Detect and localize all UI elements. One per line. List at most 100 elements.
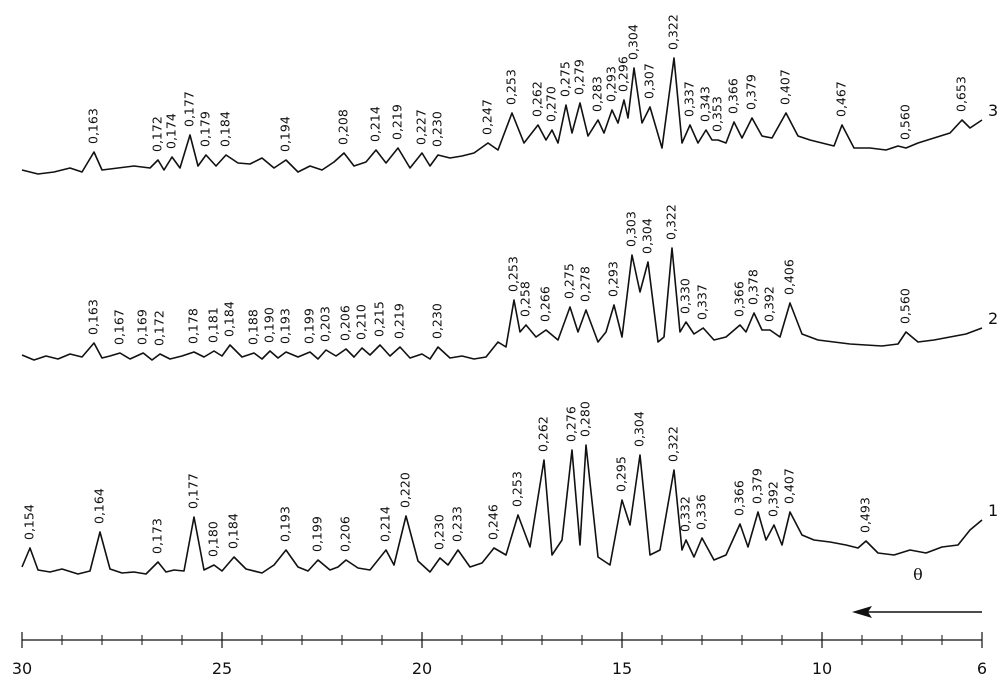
peak-label: 0,253 (506, 256, 521, 292)
peak-label: 0,193 (278, 506, 293, 542)
peak-label: 0,337 (682, 81, 697, 117)
peak-label: 0,177 (186, 473, 201, 509)
peak-label: 0,407 (778, 69, 793, 105)
peak-label: 0,194 (278, 116, 293, 152)
peak-label: 0,167 (112, 309, 127, 345)
arrow-head (852, 606, 872, 618)
peak-label: 0,278 (578, 266, 593, 302)
peak-label: 0,163 (86, 299, 101, 335)
peak-label: 0,296 (616, 56, 631, 92)
trace (21, 247, 983, 361)
peak-label: 0,276 (564, 406, 579, 442)
peak-label: 0,163 (86, 108, 101, 144)
peak-label: 0,337 (695, 284, 710, 320)
peak-label: 0,392 (766, 481, 781, 517)
peak-label: 0,330 (678, 278, 693, 314)
peak-label: 0,180 (206, 521, 221, 557)
peak-label: 0,266 (538, 286, 553, 322)
peak-label: 0,493 (858, 497, 873, 533)
x-tick-label: 25 (212, 659, 232, 678)
peak-label: 0,169 (135, 309, 150, 345)
peak-label: 0,407 (782, 468, 797, 504)
peak-label: 0,206 (338, 305, 353, 341)
peak-label: 0,230 (430, 111, 445, 147)
peak-label: 0,379 (750, 468, 765, 504)
peak-label: 0,258 (518, 281, 533, 317)
peak-label: 0,188 (246, 309, 261, 345)
peak-label: 0,233 (450, 506, 465, 542)
peak-label: 0,304 (640, 218, 655, 254)
peak-label: 0,203 (318, 306, 333, 342)
peak-label: 0,293 (604, 66, 619, 102)
peak-label: 0,322 (666, 426, 681, 462)
series-label: 1 (988, 501, 998, 520)
peak-label: 0,199 (302, 308, 317, 344)
x-tick-label: 20 (412, 659, 432, 678)
peak-label: 0,184 (222, 301, 237, 337)
peak-label: 0,307 (642, 63, 657, 99)
peak-label: 0,336 (694, 494, 709, 530)
peak-label: 0,210 (354, 304, 369, 340)
peak-label: 0,653 (954, 76, 969, 112)
peak-label: 0,392 (762, 286, 777, 322)
peak-label: 0,253 (504, 69, 519, 105)
peak-label: 0,214 (378, 506, 393, 542)
x-tick-label: 10 (812, 659, 832, 678)
series-label: 3 (988, 101, 998, 120)
peak-label: 0,560 (898, 288, 913, 324)
peak-label: 0,184 (226, 513, 241, 549)
peak-label: 0,275 (558, 61, 573, 97)
peak-label: 0,279 (572, 59, 587, 95)
peak-label: 0,467 (834, 81, 849, 117)
peak-label: 0,220 (398, 472, 413, 508)
peak-label: 0,208 (336, 109, 351, 145)
peak-label: 0,199 (310, 516, 325, 552)
peak-label: 0,178 (186, 308, 201, 344)
peak-label: 0,177 (182, 91, 197, 127)
series-label: 2 (988, 309, 998, 328)
peak-label: 0,190 (262, 307, 277, 343)
x-tick-label: 15 (612, 659, 632, 678)
peak-label: 0,303 (624, 211, 639, 247)
peak-label: 0,378 (746, 269, 761, 305)
trace (21, 57, 983, 175)
peak-label: 0,230 (430, 303, 445, 339)
peak-label: 0,293 (606, 261, 621, 297)
peak-label: 0,193 (278, 308, 293, 344)
peak-label: 0,164 (92, 488, 107, 524)
peak-label: 0,184 (218, 111, 233, 147)
peak-label: 0,304 (626, 24, 641, 60)
peak-label: 0,366 (726, 78, 741, 114)
peak-label: 0,206 (338, 516, 353, 552)
peak-label: 0,262 (530, 81, 545, 117)
peak-label: 0,246 (486, 504, 501, 540)
peak-label: 0,247 (480, 99, 495, 135)
peak-label: 0,280 (578, 401, 593, 437)
peak-label: 0,230 (432, 514, 447, 550)
peak-label: 0,219 (390, 104, 405, 140)
peak-label: 0,270 (544, 86, 559, 122)
peak-label: 0,304 (632, 411, 647, 447)
peak-label: 0,295 (614, 456, 629, 492)
x-axis-label: θ (913, 565, 923, 584)
peak-label: 0,275 (562, 263, 577, 299)
peak-label: 0,172 (150, 116, 165, 152)
trace (21, 444, 983, 575)
peak-label: 0,283 (590, 76, 605, 112)
peak-label: 0,366 (732, 480, 747, 516)
peak-label: 0,379 (744, 74, 759, 110)
peak-label: 0,154 (22, 504, 37, 540)
peak-label: 0,214 (368, 106, 383, 142)
peak-label: 0,219 (392, 303, 407, 339)
peak-label: 0,227 (414, 109, 429, 145)
peak-label: 0,215 (372, 301, 387, 337)
x-tick-label: 6 (977, 659, 987, 678)
peak-label: 0,172 (152, 310, 167, 346)
peak-label: 0,322 (664, 204, 679, 240)
peak-label: 0,366 (732, 281, 747, 317)
peak-label: 0,343 (698, 86, 713, 122)
peak-label: 0,406 (782, 259, 797, 295)
peak-label: 0,332 (678, 496, 693, 532)
peak-label: 0,173 (150, 518, 165, 554)
